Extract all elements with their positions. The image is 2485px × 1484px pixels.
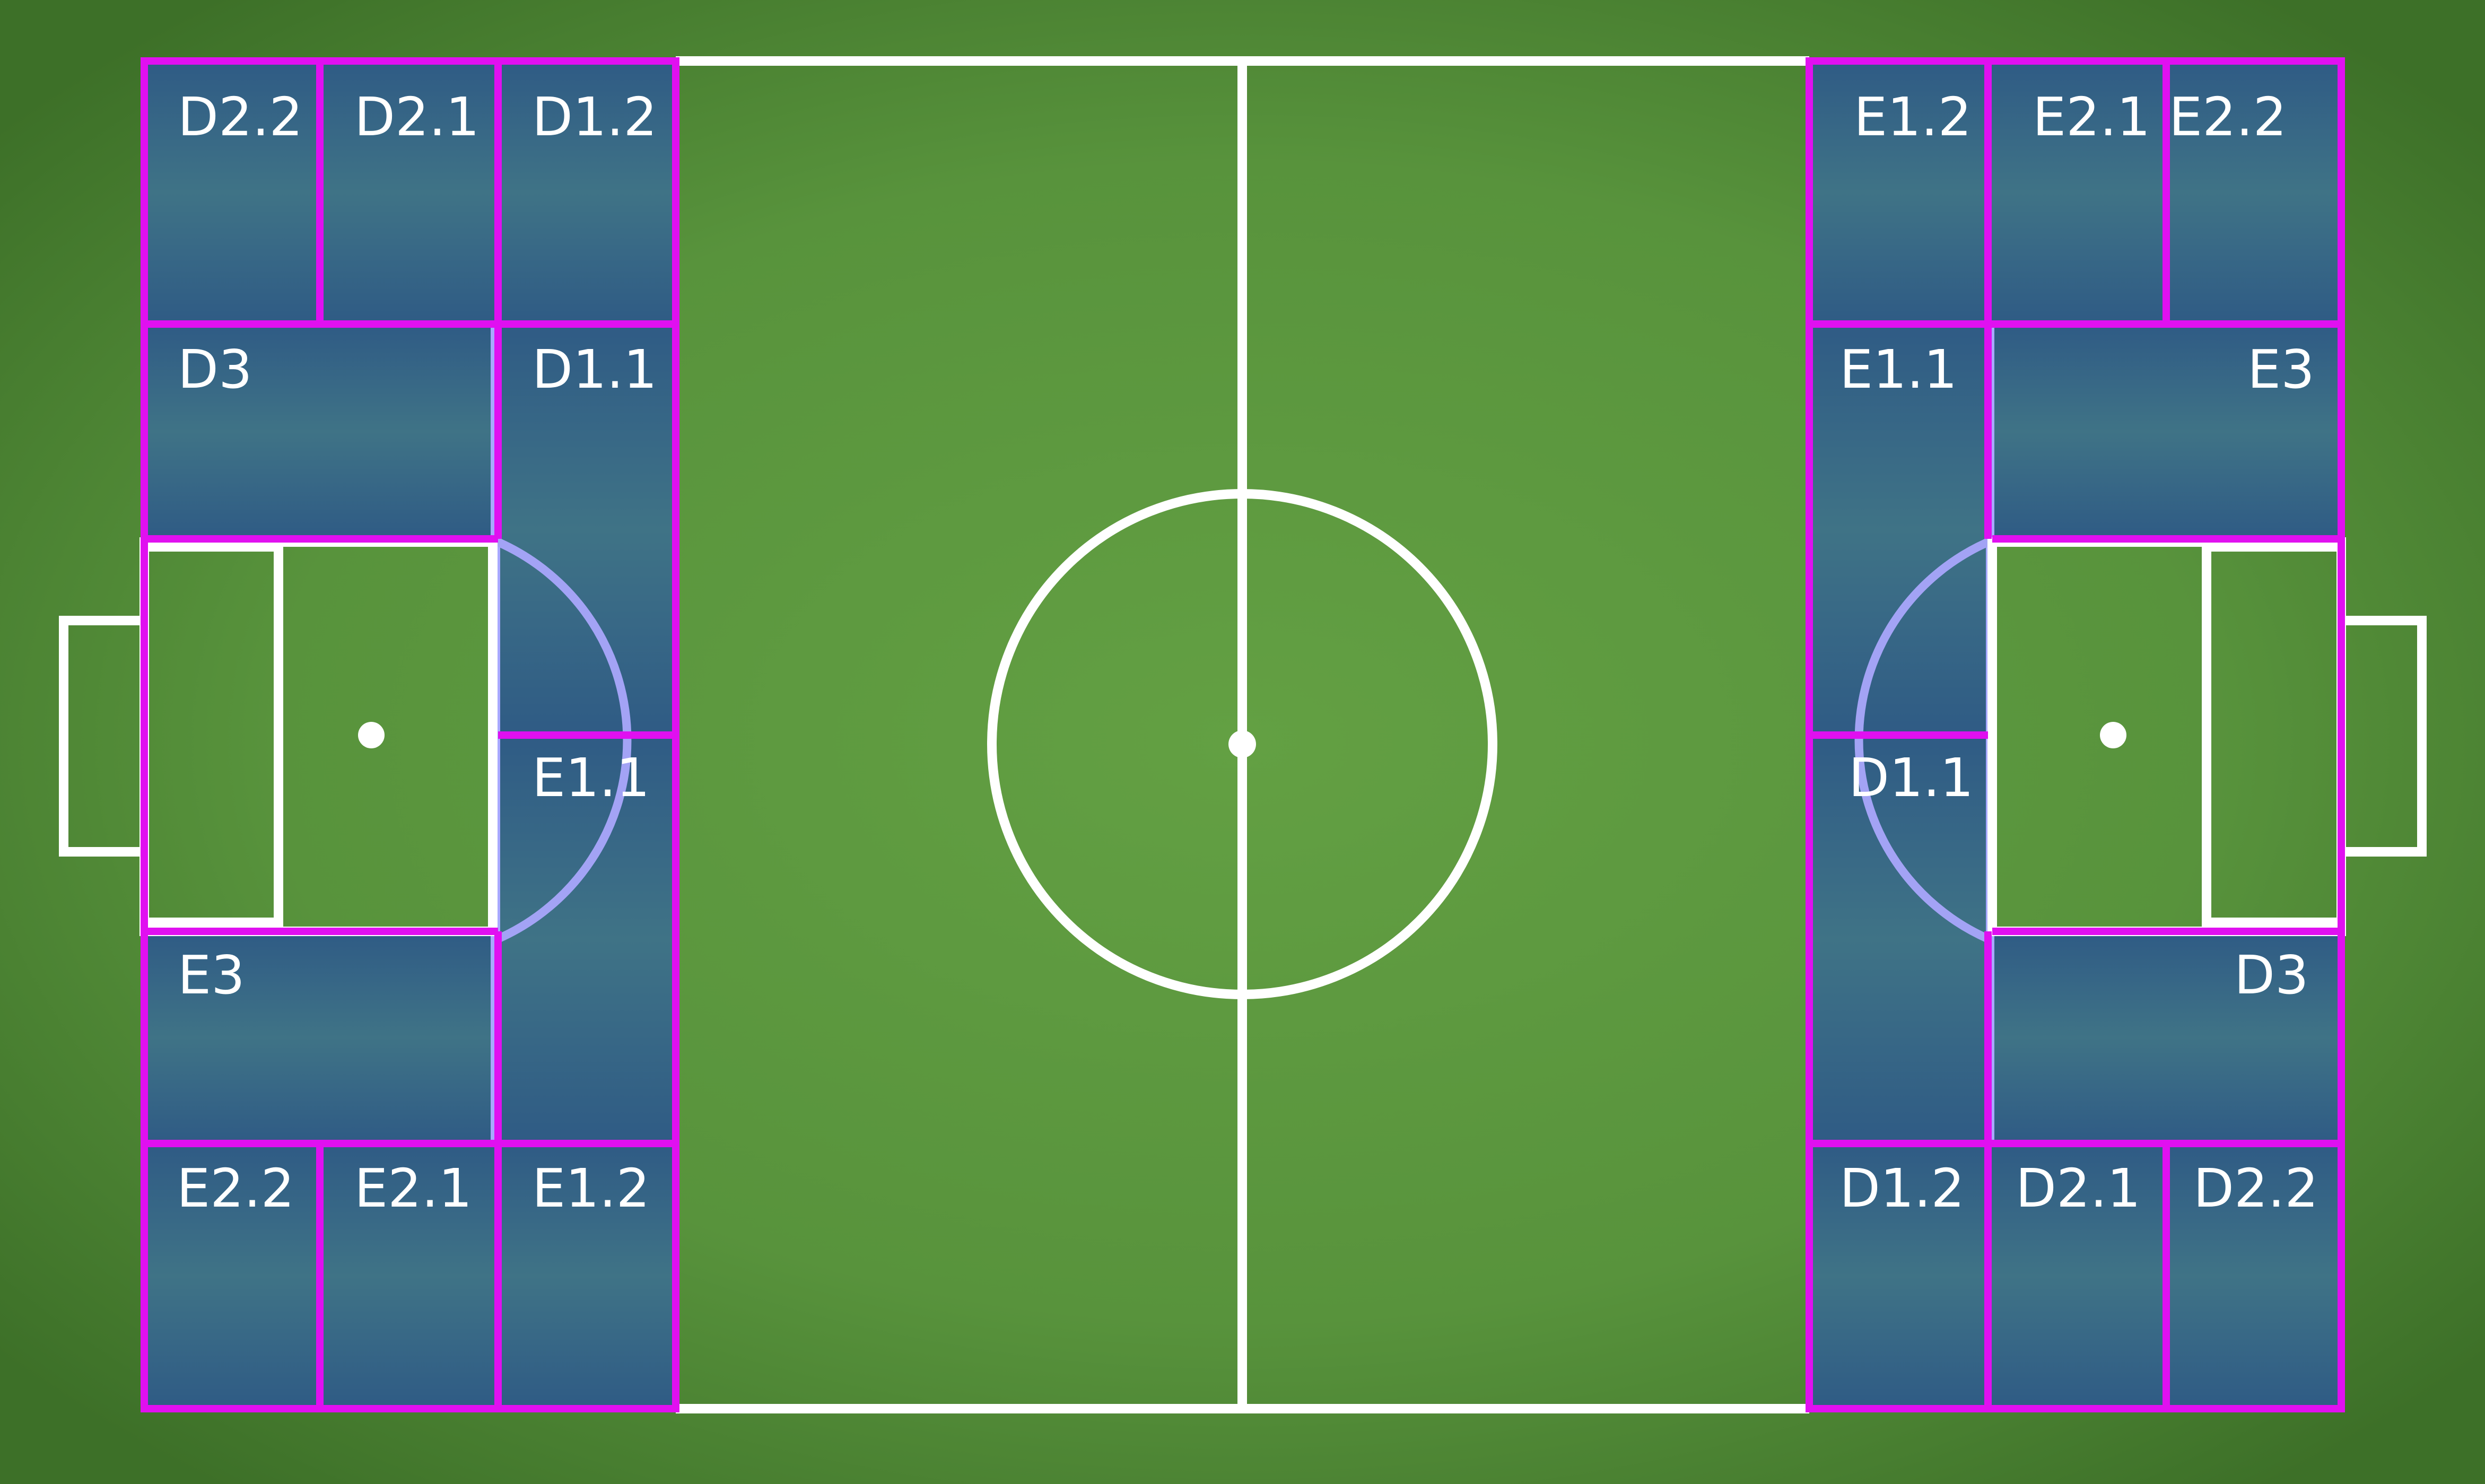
zone-right-d12 [1807, 1141, 1990, 1411]
zone-labels: D2.2 D2.1 D1.2 D3 D1.1 E1.1 E3 E2.2 E2.1… [177, 86, 2318, 1219]
zone-label: E3 [178, 944, 245, 1006]
zone-label: D2.2 [178, 86, 303, 148]
zone-label: D2.1 [2016, 1157, 2141, 1219]
zone-right-e21 [1986, 59, 2168, 326]
zone-label: D2.2 [2193, 1157, 2318, 1219]
zone-left-d12 [496, 59, 678, 326]
zone-label: E1.2 [532, 1157, 650, 1219]
zone-label: D1.1 [1849, 747, 1974, 809]
zone-borders [141, 57, 2345, 1412]
zone-label: D1.2 [532, 86, 657, 148]
zone-label: D3 [178, 338, 252, 400]
zone-label: E2.2 [177, 1157, 294, 1219]
left-penalty-arc [496, 538, 632, 943]
zone-label: D1.2 [1839, 1157, 1965, 1219]
right-zones [1807, 59, 2343, 1411]
zone-right-e11 [1807, 322, 1990, 737]
zone-label: E2.1 [2033, 86, 2150, 148]
zone-label: E2.2 [2169, 86, 2287, 148]
zone-left-d22 [142, 59, 322, 326]
left-zones [142, 59, 678, 1411]
zone-right-e3 [1990, 322, 2343, 541]
zone-left-e3 [142, 929, 495, 1146]
right-penalty-spot [2100, 722, 2126, 748]
zone-right-d11 [1807, 733, 1990, 1146]
left-penalty-spot [358, 722, 385, 748]
zone-label: E1.1 [532, 747, 650, 809]
zone-label: E2.1 [354, 1157, 472, 1219]
zone-right-d3 [1990, 929, 2343, 1146]
zone-label: D2.1 [354, 86, 479, 148]
center-spot [1228, 730, 1256, 758]
zone-label: D1.1 [532, 338, 657, 400]
right-penalty-arc [1854, 538, 1990, 943]
zone-label: E3 [2247, 338, 2315, 400]
zone-label: E1.1 [1839, 338, 1957, 400]
zone-label: D3 [2234, 944, 2309, 1006]
zone-label: E1.2 [1854, 86, 1972, 148]
center-circle [987, 489, 1497, 999]
